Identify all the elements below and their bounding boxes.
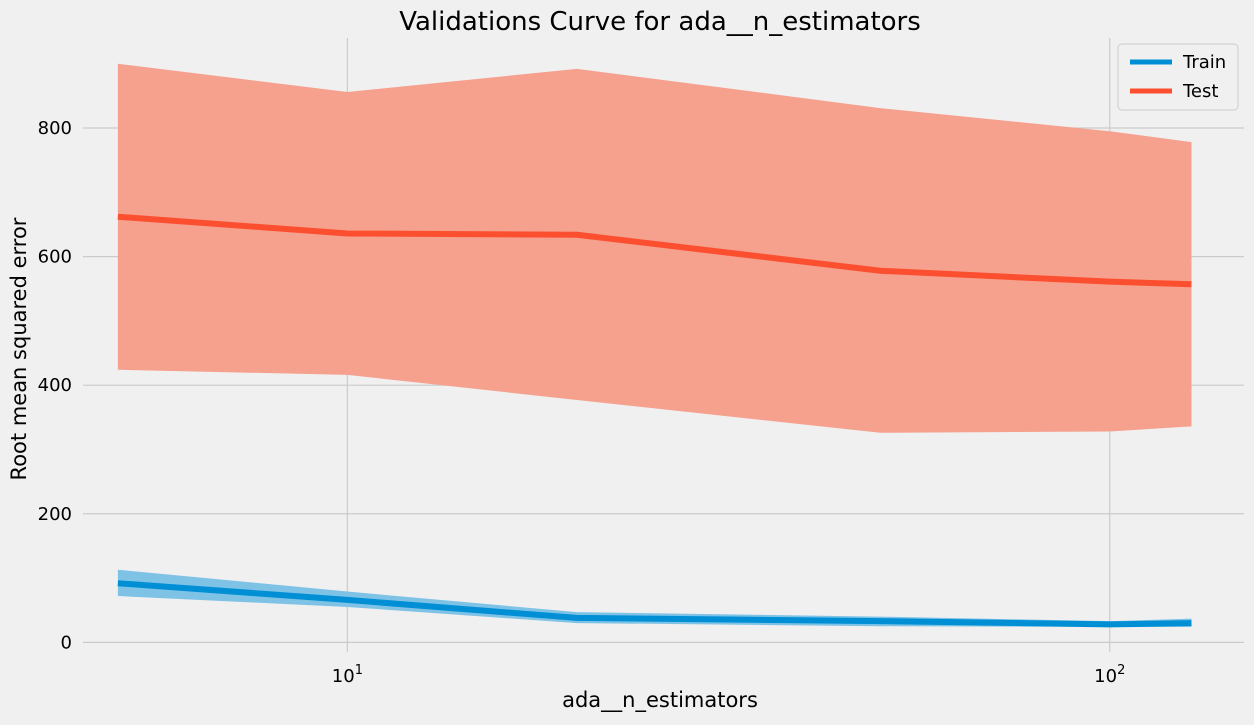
y-tick-label: 800 xyxy=(38,118,72,139)
x-tick-label: 101 xyxy=(332,663,363,687)
y-tick-label: 200 xyxy=(38,504,72,525)
line-layer xyxy=(117,213,1192,628)
y-tick-label: 400 xyxy=(38,375,72,396)
x-axis-label: ada__n_estimators xyxy=(562,688,758,713)
legend-label-train: Train xyxy=(1182,52,1226,73)
x-tick-label: 102 xyxy=(1094,663,1125,687)
line-train xyxy=(117,580,1192,628)
legend: Train Test xyxy=(1117,43,1239,111)
band-test xyxy=(117,63,1192,433)
legend-label-test: Test xyxy=(1182,81,1218,102)
y-tick-label: 600 xyxy=(38,247,72,268)
chart-title: Validations Curve for ada__n_estimators xyxy=(399,7,921,37)
band-layer xyxy=(117,63,1192,627)
y-tick-label: 0 xyxy=(61,632,72,653)
y-axis-label: Root mean squared error xyxy=(7,217,31,480)
tick-layer: 0 200 400 600 800 101 102 xyxy=(38,118,1126,687)
line-test xyxy=(117,213,1192,288)
